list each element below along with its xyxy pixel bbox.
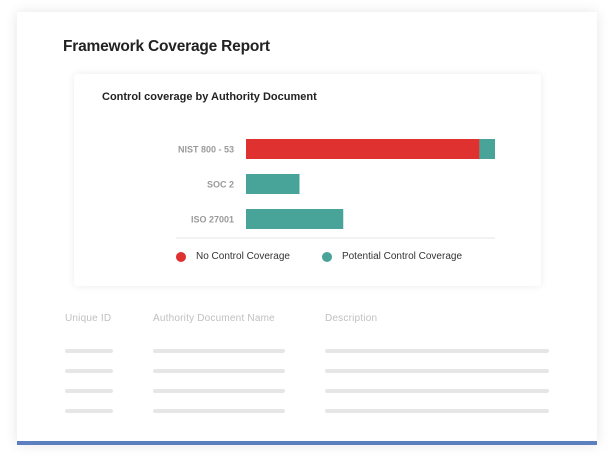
page-title: Framework Coverage Report <box>63 38 270 55</box>
legend-item[interactable]: Potential Control Coverage <box>321 251 463 262</box>
placeholder-cell <box>325 409 549 413</box>
bar-potential-coverage[interactable] <box>479 139 495 159</box>
category-label: ISO 27001 <box>191 215 234 225</box>
legend-label: Potential Control Coverage <box>341 251 463 262</box>
category-label: SOC 2 <box>207 180 234 190</box>
chart-legend: No Control Coverage Potential Control Cov… <box>176 251 462 262</box>
accent-bar <box>17 441 597 445</box>
placeholder-cell <box>65 349 113 353</box>
table-row[interactable] <box>17 389 597 394</box>
legend-item[interactable]: No Control Coverage <box>176 251 290 262</box>
report-card: Framework Coverage Report Control covera… <box>17 12 597 445</box>
chart-card: Control coverage by Authority Document N… <box>74 74 541 286</box>
placeholder-cell <box>153 349 285 353</box>
table-row[interactable] <box>17 369 597 374</box>
bar-no-coverage[interactable] <box>246 139 480 159</box>
column-header-description[interactable]: Description <box>325 313 378 324</box>
placeholder-cell <box>65 369 113 373</box>
category-label: NIST 800 - 53 <box>178 145 234 155</box>
legend-dot <box>321 251 332 262</box>
bar-potential-coverage[interactable] <box>246 209 344 229</box>
legend-dot <box>176 251 186 262</box>
placeholder-cell <box>153 369 285 373</box>
column-header-authority-document-name[interactable]: Authority Document Name <box>153 313 275 324</box>
legend-label: No Control Coverage <box>196 251 290 262</box>
placeholder-cell <box>65 409 113 413</box>
column-header-unique-id[interactable]: Unique ID <box>65 313 112 324</box>
table-row[interactable] <box>17 409 597 414</box>
placeholder-cell <box>325 389 549 393</box>
placeholder-cell <box>153 409 285 413</box>
placeholder-cell <box>153 389 285 393</box>
coverage-bar-chart: NIST 800 - 53 SOC 2 ISO 27001 <box>176 139 495 239</box>
chart-title: Control coverage by Authority Document <box>102 91 317 103</box>
placeholder-cell <box>65 389 113 393</box>
placeholder-cell <box>325 349 549 353</box>
table-row[interactable] <box>17 349 597 354</box>
placeholder-cell <box>325 369 549 373</box>
bar-potential-coverage[interactable] <box>246 174 300 194</box>
